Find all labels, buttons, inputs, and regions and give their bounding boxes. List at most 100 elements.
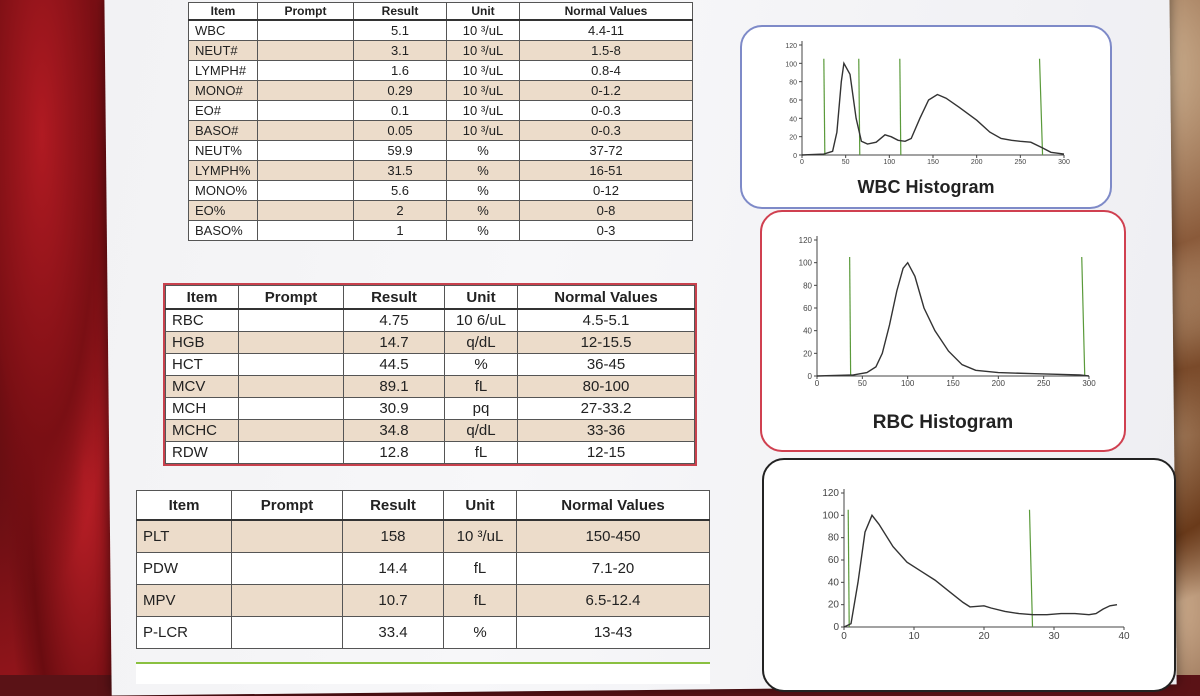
prompt-cell <box>257 80 354 101</box>
normal-values-cell: 4.4-11 <box>519 19 693 41</box>
prompt-cell <box>238 397 344 420</box>
x-tick-label: 300 <box>1058 159 1070 166</box>
table-header-row: Item Prompt Result Unit Normal Values <box>165 285 695 310</box>
table-row: RBC 4.75 10 6/uL 4.5-5.1 <box>165 308 695 332</box>
x-tick-label: 20 <box>978 631 990 642</box>
normal-values-cell: 12-15.5 <box>517 331 695 354</box>
unit-cell: fL <box>444 375 518 398</box>
result-cell: 10.7 <box>342 584 444 617</box>
x-tick-label: 30 <box>1048 631 1060 642</box>
unit-cell: q/dL <box>444 419 518 442</box>
result-cell: 59.9 <box>353 140 447 161</box>
result-cell: 158 <box>342 519 444 553</box>
header-unit: Unit <box>443 490 517 521</box>
prompt-cell <box>231 552 343 585</box>
item-cell: NEUT# <box>188 40 258 61</box>
normal-values-cell: 12-15 <box>517 441 695 464</box>
table-header-row: Item Prompt Result Unit Normal Values <box>136 490 710 521</box>
table-row: PLT 158 10 ³/uL 150-450 <box>136 519 710 553</box>
histogram-curve <box>816 261 1090 377</box>
item-cell: MCV <box>165 375 239 398</box>
header-result: Result <box>353 2 447 21</box>
normal-values-cell: 0-3 <box>519 220 693 241</box>
result-cell: 89.1 <box>343 375 445 398</box>
item-cell: PDW <box>136 552 232 585</box>
wbc-histogram-panel: 0 20 40 60 80 100 120 0 50 100 150 200 250 300 WBC Hi… <box>740 25 1112 209</box>
result-cell: 2 <box>353 200 447 221</box>
table-row: EO# 0.1 10 ³/uL 0-0.3 <box>188 100 693 121</box>
x-tick-label: 200 <box>971 159 983 166</box>
prompt-cell <box>257 180 354 201</box>
normal-values-cell: 37-72 <box>519 140 693 161</box>
discriminator-line <box>849 256 852 377</box>
table-row: MONO% 5.6% 0-12 <box>188 180 693 201</box>
result-cell: 1.6 <box>353 60 447 81</box>
unit-cell: 10 ³/uL <box>446 60 520 81</box>
item-cell: MONO# <box>188 80 258 101</box>
item-cell: RDW <box>165 441 239 464</box>
discriminator-line <box>1038 58 1044 156</box>
y-tick-label: 0 <box>833 622 839 633</box>
result-cell: 3.1 <box>353 40 447 61</box>
item-cell: EO# <box>188 100 258 121</box>
y-tick-label: 80 <box>789 80 797 87</box>
prompt-cell <box>257 200 354 221</box>
unit-cell: pq <box>444 397 518 420</box>
y-tick-label: 40 <box>803 327 812 336</box>
normal-values-cell: 36-45 <box>517 353 695 376</box>
y-tick-label: 40 <box>789 116 797 123</box>
item-cell: LYMPH# <box>188 60 258 81</box>
normal-values-cell: 6.5-12.4 <box>516 584 710 617</box>
unit-cell: fL <box>443 552 517 585</box>
x-tick-label: 300 <box>1082 379 1096 388</box>
x-tick-label: 0 <box>800 159 804 166</box>
x-tick-label: 10 <box>908 631 920 642</box>
header-item: Item <box>188 2 258 21</box>
item-cell: MCHC <box>165 419 239 442</box>
x-tick-label: 0 <box>815 379 820 388</box>
rbc-table: Item Prompt Result Unit Normal Values RB… <box>165 285 695 464</box>
table-row: NEUT% 59.9% 37-72 <box>188 140 693 161</box>
y-tick-label: 120 <box>799 236 813 245</box>
item-cell: WBC <box>188 19 258 41</box>
header-item: Item <box>165 285 239 310</box>
rbc-histogram-chart: 0 20 40 60 80 100 120 0 50 100 150 200 250 300 <box>799 236 1096 388</box>
histogram-curve <box>843 513 1118 628</box>
unit-cell: % <box>446 160 520 181</box>
y-tick-label: 100 <box>822 510 839 521</box>
normal-values-cell: 1.5-8 <box>519 40 693 61</box>
table-row: MCHC 34.8 q/dL 33-36 <box>165 419 695 442</box>
unit-cell: 10 ³/uL <box>446 19 520 41</box>
x-tick-label: 50 <box>842 159 850 166</box>
unit-cell: 10 ³/uL <box>446 120 520 141</box>
unit-cell: % <box>446 140 520 161</box>
result-cell: 0.29 <box>353 80 447 101</box>
prompt-cell <box>231 519 343 553</box>
plt-histogram-chart: 0 20 40 60 80 100 120 0 10 20 30 40 <box>822 488 1130 642</box>
prompt-cell <box>257 19 354 41</box>
normal-values-cell: 150-450 <box>516 519 710 553</box>
y-tick-label: 60 <box>803 304 812 313</box>
unit-cell: 10 6/uL <box>444 308 518 332</box>
item-cell: RBC <box>165 308 239 332</box>
result-cell: 31.5 <box>353 160 447 181</box>
item-cell: PLT <box>136 519 232 553</box>
header-prompt: Prompt <box>257 2 354 21</box>
unit-cell: 10 ³/uL <box>446 80 520 101</box>
table-row: RDW 12.8 fL 12-15 <box>165 441 695 464</box>
table-row: PDW 14.4 fL 7.1-20 <box>136 552 710 585</box>
table-row: MONO# 0.29 10 ³/uL 0-1.2 <box>188 80 693 101</box>
discriminator-line <box>823 58 826 156</box>
x-tick-label: 150 <box>946 379 960 388</box>
table-header-row: Item Prompt Result Unit Normal Values <box>188 2 693 21</box>
unit-cell: % <box>446 180 520 201</box>
table-row: WBC 5.1 10 ³/uL 4.4-11 <box>188 19 693 41</box>
prompt-cell <box>231 616 343 649</box>
plt-histogram-panel: 0 20 40 60 80 100 120 0 10 20 30 40 <box>762 458 1176 692</box>
header-item: Item <box>136 490 232 521</box>
normal-values-cell: 0-8 <box>519 200 693 221</box>
unit-cell: % <box>443 616 517 649</box>
unit-cell: 10 ³/uL <box>446 40 520 61</box>
x-tick-label: 250 <box>1037 379 1051 388</box>
item-cell: HCT <box>165 353 239 376</box>
